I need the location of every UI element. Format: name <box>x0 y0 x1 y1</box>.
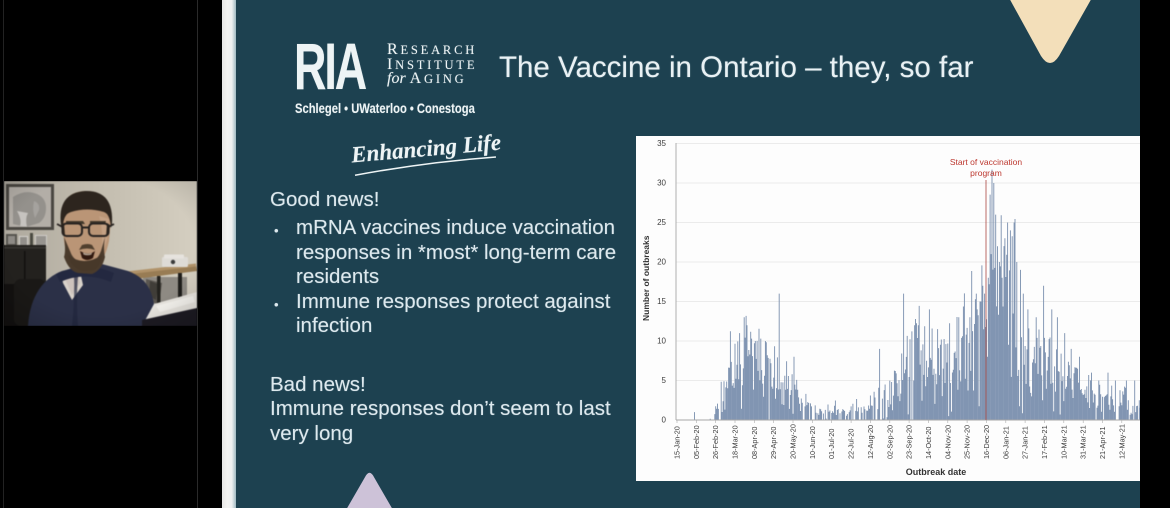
svg-text:23-Sep-20: 23-Sep-20 <box>905 425 914 459</box>
svg-text:Start of vaccination: Start of vaccination <box>950 157 1023 167</box>
svg-text:29-Apr-20: 29-Apr-20 <box>769 427 778 459</box>
svg-text:12-May-21: 12-May-21 <box>1117 424 1126 459</box>
svg-text:08-Apr-20: 08-Apr-20 <box>750 427 759 459</box>
svg-text:06-Jan-21: 06-Jan-21 <box>1001 426 1010 459</box>
svg-text:35: 35 <box>657 139 666 148</box>
svg-text:22-Jul-20: 22-Jul-20 <box>847 429 856 459</box>
svg-text:5: 5 <box>662 376 667 385</box>
svg-text:02-Sep-20: 02-Sep-20 <box>885 425 894 459</box>
svg-text:27-Jan-21: 27-Jan-21 <box>1021 426 1030 459</box>
svg-text:program: program <box>970 168 1002 178</box>
svg-text:Outbreak date: Outbreak date <box>906 467 967 477</box>
svg-text:20-May-20: 20-May-20 <box>789 424 798 459</box>
svg-text:14-Oct-20: 14-Oct-20 <box>924 427 933 459</box>
svg-text:18-Mar-20: 18-Mar-20 <box>731 425 740 459</box>
svg-text:01-Jul-20: 01-Jul-20 <box>827 429 836 459</box>
svg-text:10-Jun-20: 10-Jun-20 <box>808 426 817 459</box>
svg-text:21-Apr-21: 21-Apr-21 <box>1098 427 1107 459</box>
svg-text:Number of outbreaks: Number of outbreaks <box>641 235 651 321</box>
svg-text:16-Dec-20: 16-Dec-20 <box>982 425 991 459</box>
svg-text:15-Jan-20: 15-Jan-20 <box>673 426 682 459</box>
svg-text:12-Aug-20: 12-Aug-20 <box>866 425 875 459</box>
svg-text:17-Feb-21: 17-Feb-21 <box>1040 425 1049 459</box>
svg-text:05-Feb-20: 05-Feb-20 <box>692 425 701 459</box>
svg-text:30: 30 <box>657 179 666 188</box>
svg-text:31-Mar-21: 31-Mar-21 <box>1079 425 1088 459</box>
svg-text:25: 25 <box>657 218 666 227</box>
svg-text:0: 0 <box>662 416 667 425</box>
svg-text:20: 20 <box>657 258 666 267</box>
svg-text:26-Feb-20: 26-Feb-20 <box>711 425 720 459</box>
svg-text:15: 15 <box>657 297 666 306</box>
svg-text:25-Nov-20: 25-Nov-20 <box>963 425 972 459</box>
svg-text:10: 10 <box>657 337 666 346</box>
svg-text:10-Mar-21: 10-Mar-21 <box>1059 425 1068 459</box>
svg-text:04-Nov-20: 04-Nov-20 <box>943 425 952 459</box>
